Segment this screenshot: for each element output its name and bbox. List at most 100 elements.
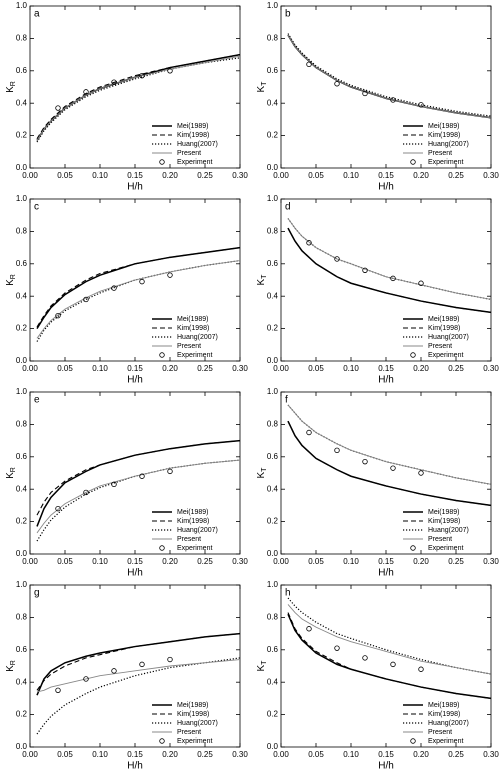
x-tick-label: 0.05 <box>57 557 73 566</box>
experiment-point <box>139 661 145 668</box>
plot-frame <box>280 584 492 748</box>
series-line <box>287 34 492 119</box>
x-tick-label: 0.30 <box>232 364 248 373</box>
x-tick-label: 0.30 <box>232 750 248 759</box>
series-line <box>287 34 492 119</box>
y-axis-label-main: K <box>256 85 267 92</box>
legend-label: Mei(1989) <box>428 509 460 516</box>
experiment-point <box>362 655 368 661</box>
panel-label: f <box>285 395 288 406</box>
legend-label: Present <box>177 343 201 350</box>
x-tick-label: 0.25 <box>448 750 464 759</box>
x-tick-label: 0.20 <box>413 557 429 566</box>
experiment-point <box>306 61 312 68</box>
y-axis-label: KR <box>5 467 17 479</box>
series-line <box>287 597 492 675</box>
plot-frame <box>29 391 241 555</box>
legend-marker <box>159 545 165 551</box>
legend-label: Experiment <box>177 545 212 552</box>
experiment-point <box>418 280 424 286</box>
x-axis-label: H/h <box>127 182 143 193</box>
x-tick-label: 0.05 <box>308 171 324 180</box>
y-axis-label: KR <box>5 81 17 93</box>
series-line <box>287 612 492 699</box>
y-tick-label: 1.0 <box>16 1 28 10</box>
series-line <box>36 53 241 141</box>
y-tick-label: 0.0 <box>16 163 28 172</box>
experiment-point <box>55 687 61 693</box>
experiment-point <box>83 489 89 496</box>
legend-label: Present <box>177 150 201 157</box>
series-line <box>287 218 492 301</box>
x-tick-label: 0.25 <box>197 364 213 373</box>
experiment-point <box>55 312 61 319</box>
panel: 0.00 0.05 0.10 0.15 0.20 0.25 0.30 0.0 0.2 0.4 0.6… <box>5 580 249 769</box>
y-axis-label-sub: T <box>261 274 268 279</box>
series-line <box>287 404 492 485</box>
series-line <box>287 34 492 119</box>
y-tick-label: 0.6 <box>267 259 279 268</box>
plot-frame <box>29 5 241 169</box>
y-tick-label: 0.4 <box>267 291 279 300</box>
experiment-point <box>55 505 61 512</box>
series-line <box>287 604 492 675</box>
x-tick-label: 0.10 <box>92 750 108 759</box>
series-line <box>36 439 241 527</box>
legend-label: Kim(1998) <box>177 711 209 718</box>
legend-label: Huang(2007) <box>177 334 218 341</box>
y-tick-label: 0.8 <box>16 613 28 622</box>
y-tick-label: 1.0 <box>16 387 28 396</box>
legend-label: Experiment <box>428 159 463 166</box>
legend-label: Huang(2007) <box>177 720 218 727</box>
panel: 0.00 0.05 0.10 0.15 0.20 0.25 0.30 0.0 0.2 0.4 0.6… <box>256 1 500 193</box>
experiment-point <box>334 447 340 454</box>
experiment-point <box>139 278 145 285</box>
legend-label: Kim(1998) <box>428 518 460 525</box>
y-axis-label-main: K <box>5 472 16 479</box>
series-line <box>36 633 241 691</box>
x-tick-label: 0.00 <box>22 557 38 566</box>
legend-marker <box>410 159 416 165</box>
legend-label: Kim(1998) <box>428 711 460 718</box>
experiment-point <box>334 256 340 262</box>
x-tick-label: 0.05 <box>308 750 324 759</box>
y-axis-label: KT <box>256 467 268 479</box>
y-tick-label: 0.2 <box>267 710 279 719</box>
panel-label: e <box>34 395 40 406</box>
panel: 0.00 0.05 0.10 0.15 0.20 0.25 0.30 0.0 0.2 0.4 0.6… <box>5 194 249 386</box>
experiment-point <box>362 458 368 465</box>
series-line <box>36 657 241 735</box>
panel-label: a <box>34 9 40 20</box>
legend-marker <box>159 738 165 744</box>
y-tick-label: 0.8 <box>267 613 279 622</box>
y-axis-label-sub: R <box>10 274 17 279</box>
x-tick-label: 0.30 <box>483 750 499 759</box>
x-tick-label: 0.30 <box>232 171 248 180</box>
series-line <box>36 54 241 140</box>
y-tick-label: 0.6 <box>16 645 28 654</box>
series-line <box>287 227 492 313</box>
panel-label: b <box>285 9 291 20</box>
series-line <box>36 259 241 342</box>
y-tick-label: 0.8 <box>16 34 28 43</box>
legend-label: Kim(1998) <box>428 325 460 332</box>
x-axis-label: H/h <box>378 182 394 193</box>
y-tick-label: 0.2 <box>16 710 28 719</box>
y-tick-label: 0.2 <box>16 131 28 140</box>
legend-label: Kim(1998) <box>177 132 209 139</box>
y-tick-label: 1.0 <box>16 580 28 589</box>
legend-label: Experiment <box>177 738 212 745</box>
x-tick-label: 0.15 <box>127 171 143 180</box>
y-tick-label: 0.0 <box>267 163 279 172</box>
x-tick-label: 0.15 <box>127 557 143 566</box>
x-tick-label: 0.15 <box>127 364 143 373</box>
legend-label: Kim(1998) <box>428 132 460 139</box>
y-axis-label-sub: T <box>261 467 268 472</box>
legend-label: Present <box>428 343 452 350</box>
experiment-point <box>167 468 173 475</box>
experiment-point <box>306 626 312 632</box>
y-tick-label: 0.4 <box>267 677 279 686</box>
y-tick-label: 0.6 <box>16 66 28 75</box>
x-tick-label: 0.25 <box>448 557 464 566</box>
x-tick-label: 0.00 <box>22 364 38 373</box>
